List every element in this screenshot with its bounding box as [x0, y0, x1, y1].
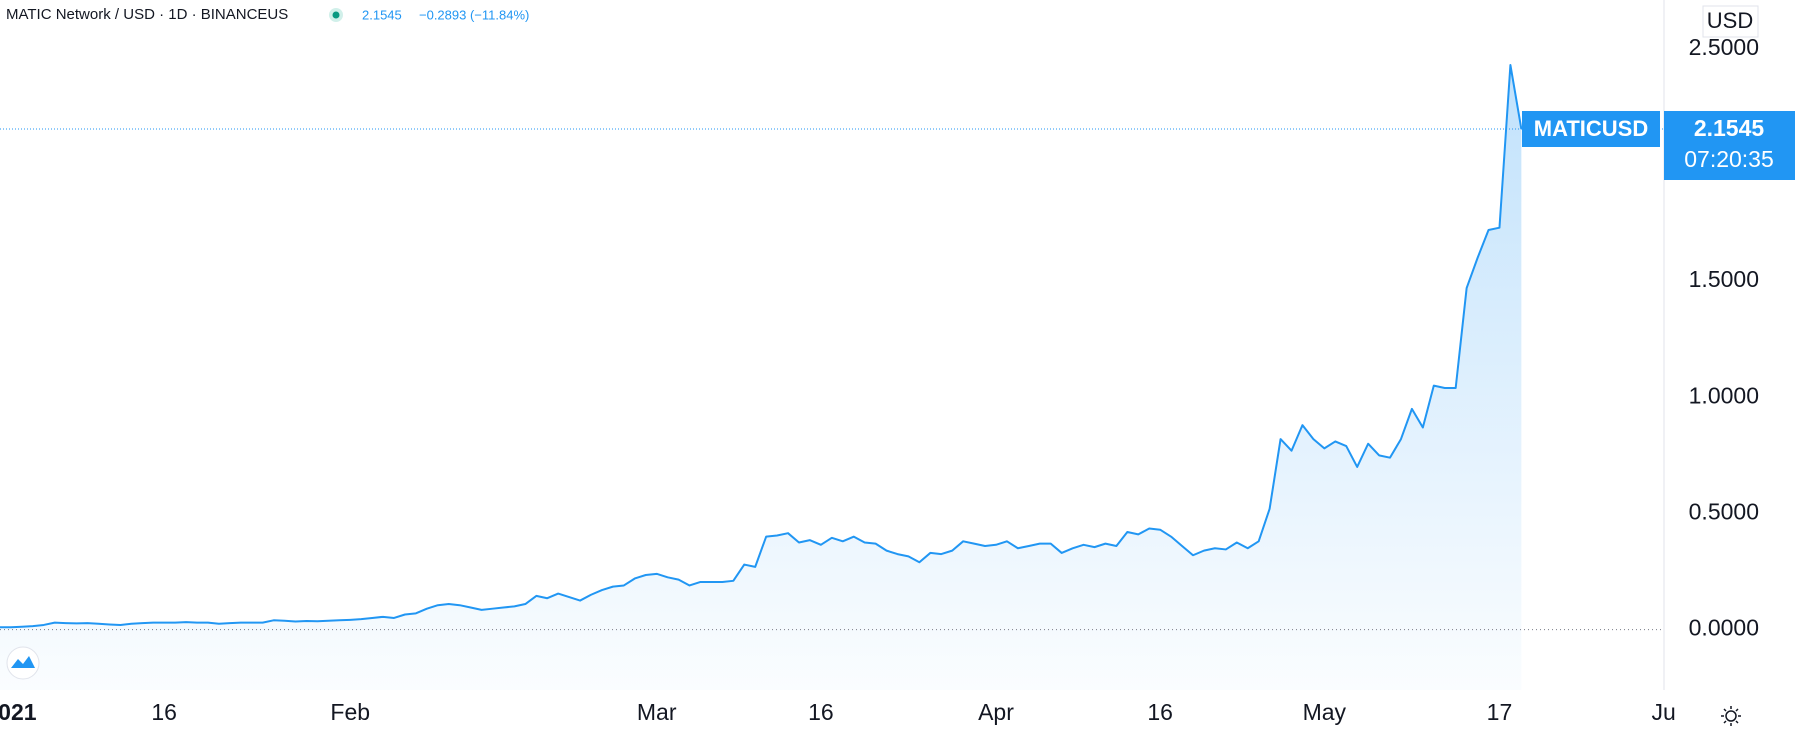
currency[interactable]: USD — [1707, 8, 1753, 33]
x-tick-label: 17 — [1487, 699, 1513, 725]
x-tick-label: Ju — [1651, 699, 1675, 725]
settings-icon[interactable] — [1721, 706, 1741, 726]
status-dot-core — [332, 11, 340, 19]
x-tick-label: 16 — [808, 699, 834, 725]
x-tick-label: Apr — [978, 699, 1014, 725]
x-tick-label: 2021 — [0, 699, 37, 725]
header-price: 2.1545 — [362, 7, 402, 22]
y-tick-label: 1.5000 — [1689, 266, 1759, 292]
price-label-box — [1664, 111, 1795, 180]
y-tick-label: 0.0000 — [1689, 615, 1759, 641]
x-tick-label: 16 — [1147, 699, 1173, 725]
symbol-title: MATIC Network / USD · 1D · BINANCEUS — [6, 6, 288, 23]
symbol-label: MATICUSD — [1534, 116, 1648, 141]
x-tick-label: Feb — [330, 699, 370, 725]
countdown-label: 07:20:35 — [1684, 146, 1774, 172]
header-change: −0.2893 (−11.84%) — [419, 7, 529, 22]
y-tick-label: 0.5000 — [1689, 499, 1759, 525]
symbol-label-box — [1522, 111, 1660, 147]
price-line — [0, 64, 1523, 629]
area-fill — [0, 65, 1522, 691]
y-tick-label: 1.0000 — [1689, 382, 1759, 408]
x-tick-label: May — [1303, 699, 1347, 725]
y-tick-label: 2.5000 — [1689, 34, 1759, 60]
currency-box[interactable] — [1702, 5, 1759, 38]
x-tick-label: Mar — [637, 699, 677, 725]
price-label: 2.1545 — [1694, 115, 1765, 141]
logo[interactable] — [6, 646, 40, 680]
x-tick-label: 16 — [151, 699, 177, 725]
